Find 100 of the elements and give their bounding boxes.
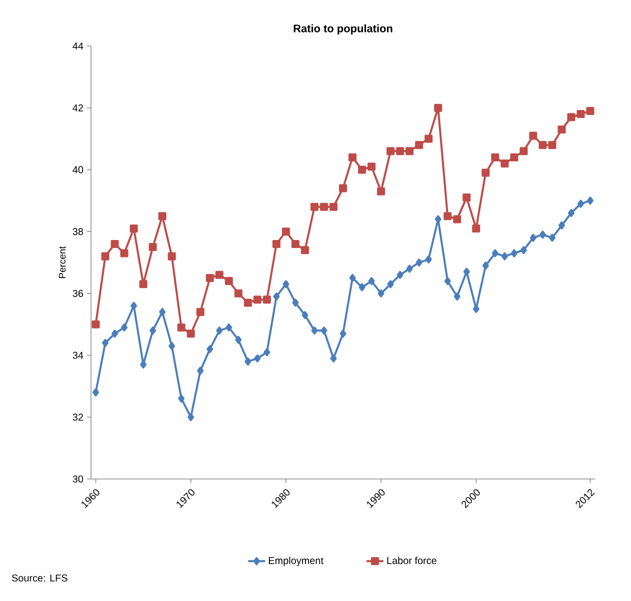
y-axis-title: Percent — [58, 246, 66, 278]
point — [463, 268, 470, 276]
point — [320, 202, 328, 211]
point — [244, 298, 252, 307]
point — [482, 262, 489, 270]
point — [520, 246, 527, 254]
point — [330, 354, 337, 362]
legend-label: Labor force — [387, 556, 436, 564]
point — [548, 140, 556, 149]
point — [530, 234, 536, 242]
point — [150, 326, 156, 335]
point — [368, 277, 375, 286]
point — [273, 292, 280, 301]
y-tick-label: 38 — [72, 228, 84, 236]
point — [177, 323, 186, 332]
point — [272, 240, 280, 248]
point — [188, 413, 194, 422]
point — [406, 264, 413, 273]
point — [368, 162, 376, 171]
point — [178, 394, 185, 403]
legend-label: Employment — [268, 556, 324, 566]
point — [112, 330, 118, 338]
point — [416, 258, 422, 266]
source-note: Source: LFS — [12, 574, 68, 582]
point — [576, 110, 585, 118]
point — [130, 224, 138, 232]
point — [492, 249, 498, 258]
point — [253, 296, 262, 304]
point — [454, 292, 460, 301]
point — [311, 326, 318, 335]
point — [510, 249, 518, 258]
point — [224, 277, 233, 286]
chart-title: Ratio to population — [294, 24, 392, 34]
point — [102, 338, 109, 347]
point — [186, 330, 195, 338]
y-tick-label: 32 — [72, 414, 83, 421]
point — [168, 252, 176, 260]
point — [110, 240, 119, 248]
point — [358, 283, 366, 292]
point — [292, 298, 299, 307]
point — [92, 388, 100, 396]
point — [520, 147, 528, 156]
point — [339, 184, 347, 192]
point — [139, 280, 148, 288]
point — [302, 311, 308, 320]
point — [406, 147, 414, 156]
point — [206, 345, 214, 354]
point — [529, 132, 538, 140]
point — [282, 280, 290, 288]
point — [539, 230, 546, 239]
point — [121, 323, 128, 332]
point — [577, 200, 584, 208]
point — [216, 326, 223, 335]
y-tick-label: 34 — [72, 352, 84, 359]
point — [387, 280, 394, 288]
point — [434, 104, 442, 112]
point — [472, 224, 480, 232]
point — [159, 308, 166, 316]
point — [491, 153, 500, 162]
point — [558, 221, 565, 230]
y-tick-label: 30 — [72, 475, 84, 483]
point — [386, 147, 395, 156]
point — [358, 166, 366, 174]
point — [482, 168, 490, 177]
point — [264, 348, 270, 356]
point — [158, 212, 166, 220]
point — [234, 289, 242, 298]
point — [568, 209, 574, 218]
point — [262, 296, 271, 304]
point — [500, 160, 509, 168]
point — [101, 252, 110, 260]
y-tick-label: 44 — [72, 42, 84, 50]
point — [378, 289, 384, 298]
point — [415, 140, 424, 149]
point — [282, 228, 290, 236]
point — [396, 147, 404, 156]
point — [244, 357, 252, 366]
point — [226, 323, 232, 332]
point — [148, 243, 157, 252]
point — [196, 308, 204, 316]
point — [424, 134, 433, 143]
point — [235, 336, 242, 344]
point — [320, 326, 328, 335]
point — [558, 126, 566, 134]
point — [254, 354, 261, 362]
point — [120, 249, 128, 258]
point — [206, 274, 214, 282]
point — [140, 360, 147, 369]
point — [453, 215, 462, 224]
point — [501, 252, 508, 260]
point — [340, 330, 346, 338]
y-tick-label: 42 — [72, 104, 83, 112]
point — [291, 240, 300, 248]
y-tick-label: 40 — [72, 166, 84, 174]
point — [377, 187, 386, 196]
point — [444, 277, 451, 286]
point — [462, 194, 471, 202]
point — [349, 274, 356, 282]
point — [130, 302, 138, 310]
point — [92, 320, 100, 328]
